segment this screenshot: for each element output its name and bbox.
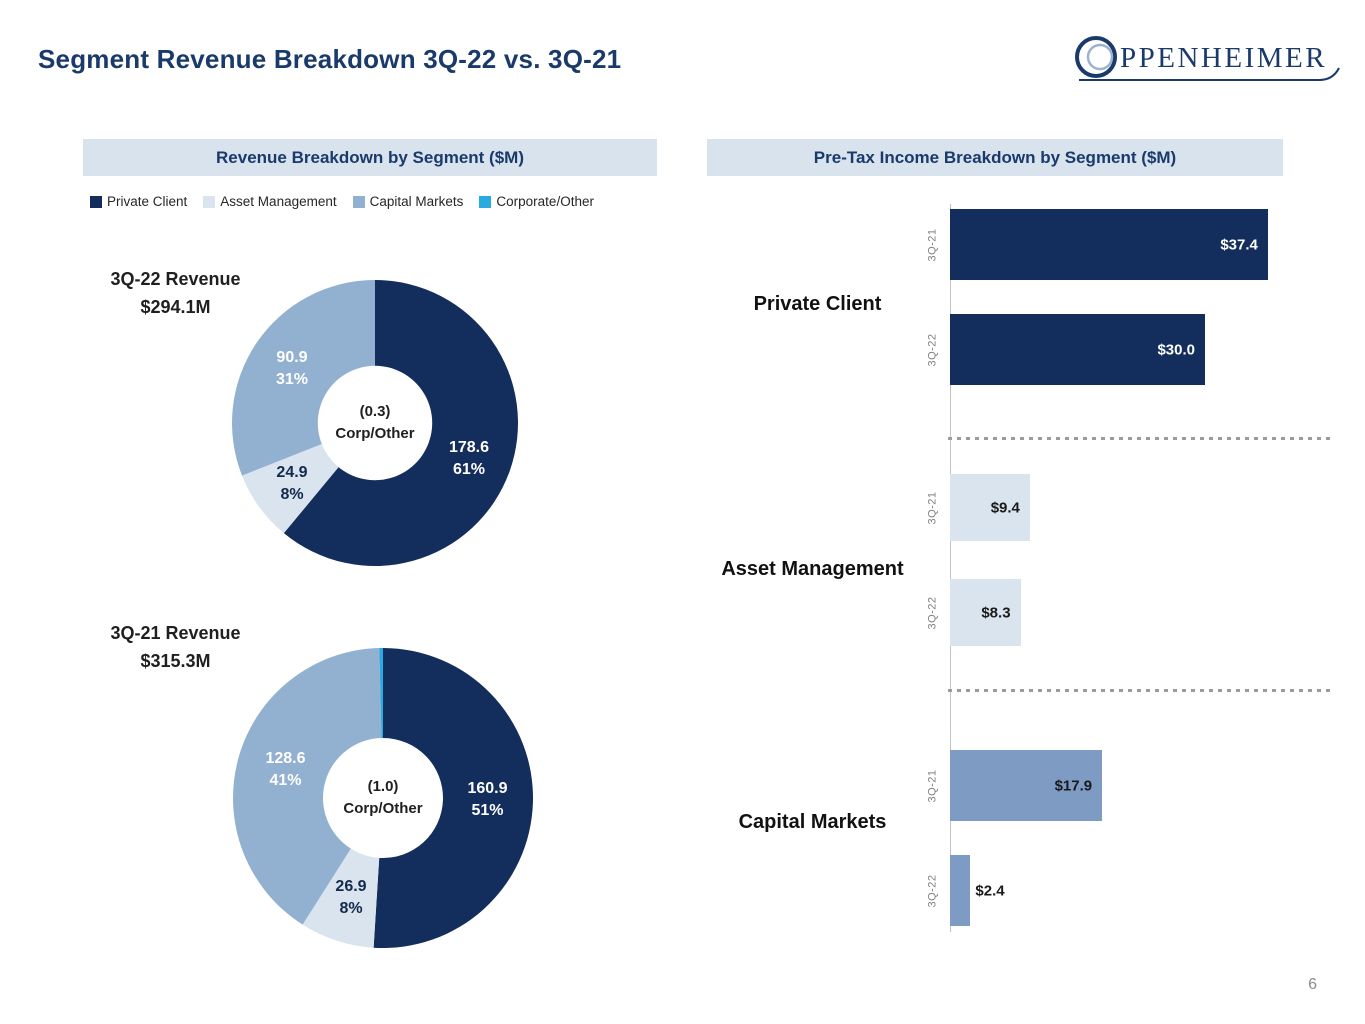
bar-chart-axis	[950, 204, 951, 932]
slice-label-private-client: 160.9 51%	[440, 778, 535, 821]
tick-label: 3Q-22	[926, 873, 939, 908]
axis-tick: 3Q-22	[916, 314, 950, 385]
slice-pct: 8%	[280, 485, 304, 503]
slice-pct: 51%	[471, 801, 504, 819]
slice-label-capital-markets: 128.6 41%	[243, 748, 328, 791]
donut-slice-asset-management	[242, 444, 339, 534]
donut-slice-asset-management	[302, 848, 380, 948]
slice-value: 160.9	[467, 780, 508, 797]
bar-row-capital-markets-3q21: 3Q-21 $17.9	[916, 750, 1103, 821]
slice-value: 90.9	[276, 349, 308, 366]
tick-label: 3Q-21	[926, 490, 939, 525]
legend-item-corporate-other: Corporate/Other	[479, 194, 594, 209]
bar-row-private-client-3q21: 3Q-21 $37.4	[916, 209, 1268, 280]
legend: Private Client Asset Management Capital …	[90, 194, 594, 209]
slice-value: 178.6	[448, 439, 490, 456]
group-label-capital-markets: Capital Markets	[738, 811, 887, 833]
oppenheimer-logo: PPENHEIMER	[1071, 32, 1343, 93]
bar-value-label: $9.4	[990, 499, 1020, 516]
slice-label-asset-management: 26.9 8%	[311, 876, 391, 919]
slice-label-private-client: 178.6 61%	[424, 437, 514, 480]
legend-label: Private Client	[107, 194, 188, 209]
bar-row-capital-markets-3q22: 3Q-22 $2.4	[916, 855, 1005, 926]
donut-slice-corporate-other	[379, 648, 383, 739]
donut-title-line2: $315.3M	[140, 650, 211, 671]
tick-label: 3Q-21	[926, 227, 939, 262]
slice-value: 26.9	[335, 878, 367, 895]
tick-label: 3Q-21	[926, 768, 939, 803]
tick-label: 3Q-22	[926, 332, 939, 367]
page-title: Segment Revenue Breakdown 3Q-22 vs. 3Q-2…	[38, 44, 622, 74]
donut-3q22-title: 3Q-22 Revenue $294.1M	[78, 266, 273, 322]
bar-row-asset-management-3q22: 3Q-22 $8.3	[916, 579, 1021, 646]
legend-label: Capital Markets	[369, 194, 464, 209]
legend-swatch-icon	[90, 195, 102, 208]
group-label-asset-management: Asset Management	[721, 558, 904, 580]
bar-asset-management-3q21: $9.4	[950, 474, 1030, 541]
slice-value: 128.6	[265, 750, 306, 767]
legend-swatch-icon	[352, 195, 365, 208]
bar-value-label: $17.9	[1054, 777, 1093, 794]
bar-capital-markets-3q22: $2.4	[950, 855, 1005, 926]
legend-item-asset-management: Asset Management	[203, 194, 337, 209]
bar-asset-management-3q22: $8.3	[950, 579, 1021, 646]
legend-swatch-icon	[203, 195, 216, 208]
legend-label: Asset Management	[220, 194, 337, 209]
donut-slice-private-client	[373, 648, 533, 948]
bar-private-client-3q22: $30.0	[950, 314, 1205, 385]
donut-3q21-title: 3Q-21 Revenue $315.3M	[78, 620, 273, 676]
left-panel-header: Revenue Breakdown by Segment ($M)	[83, 139, 657, 176]
page-number: 6	[1308, 976, 1317, 993]
oppenheimer-logo-graphic: PPENHEIMER	[1075, 36, 1340, 81]
bar-private-client-3q21: $37.4	[950, 209, 1268, 280]
axis-tick: 3Q-21	[916, 750, 950, 821]
slice-pct: 8%	[339, 899, 363, 917]
slice-pct: 61%	[452, 460, 486, 478]
slice-label-capital-markets: 90.9 31%	[252, 347, 332, 390]
donut-slice-private-client	[283, 280, 518, 566]
group-label-private-client: Private Client	[753, 293, 882, 315]
axis-tick: 3Q-22	[916, 855, 950, 926]
donut-3q21-chart	[233, 648, 533, 948]
slice-pct: 31%	[275, 370, 309, 388]
logo-inner-ring-icon	[1086, 43, 1114, 71]
logo-wordmark: PPENHEIMER	[1120, 42, 1327, 74]
legend-label: Corporate/Other	[496, 194, 594, 209]
right-panel-header: Pre-Tax Income Breakdown by Segment ($M)	[707, 139, 1283, 176]
logo-o-icon	[1075, 36, 1117, 78]
donut-slice-capital-markets	[233, 648, 382, 925]
donut-title-line2: $294.1M	[140, 296, 211, 317]
donut-3q21: 128.6 41% 26.9 8% 160.9 51% (1.0) Corp/O…	[233, 648, 533, 948]
axis-tick: 3Q-21	[916, 474, 950, 541]
legend-item-private-client: Private Client	[90, 194, 187, 209]
slice-value: 24.9	[276, 464, 308, 481]
axis-tick: 3Q-22	[916, 579, 950, 646]
bar-value-label: $2.4	[975, 882, 1005, 899]
donut-3q22-chart	[232, 280, 518, 566]
logo-underline	[1079, 67, 1340, 81]
slice-pct: 41%	[269, 771, 302, 789]
bar-value-label: $8.3	[981, 604, 1011, 621]
legend-swatch-icon	[479, 195, 492, 208]
tick-label: 3Q-22	[926, 595, 939, 630]
axis-tick: 3Q-21	[916, 209, 950, 280]
bar-value-label: $37.4	[1220, 236, 1258, 253]
legend-item-capital-markets: Capital Markets	[352, 194, 464, 209]
donut-3q22: 90.9 31% 24.9 8% 178.6 61% (0.3) Corp/Ot…	[232, 280, 518, 566]
bar-capital-markets-3q21: $17.9	[950, 750, 1103, 821]
bar-value-label: $30.0	[1157, 341, 1195, 358]
donut-title-line1: 3Q-21 Revenue	[110, 623, 241, 643]
bar-row-asset-management-3q21: 3Q-21 $9.4	[916, 474, 1030, 541]
dotted-separator	[948, 689, 1331, 692]
donut-title-line1: 3Q-22 Revenue	[110, 269, 241, 289]
donut-slice-capital-markets	[232, 280, 375, 476]
bar-row-private-client-3q22: 3Q-22 $30.0	[916, 314, 1205, 385]
slice-label-asset-management: 24.9 8%	[252, 462, 332, 505]
dotted-separator	[948, 437, 1331, 440]
